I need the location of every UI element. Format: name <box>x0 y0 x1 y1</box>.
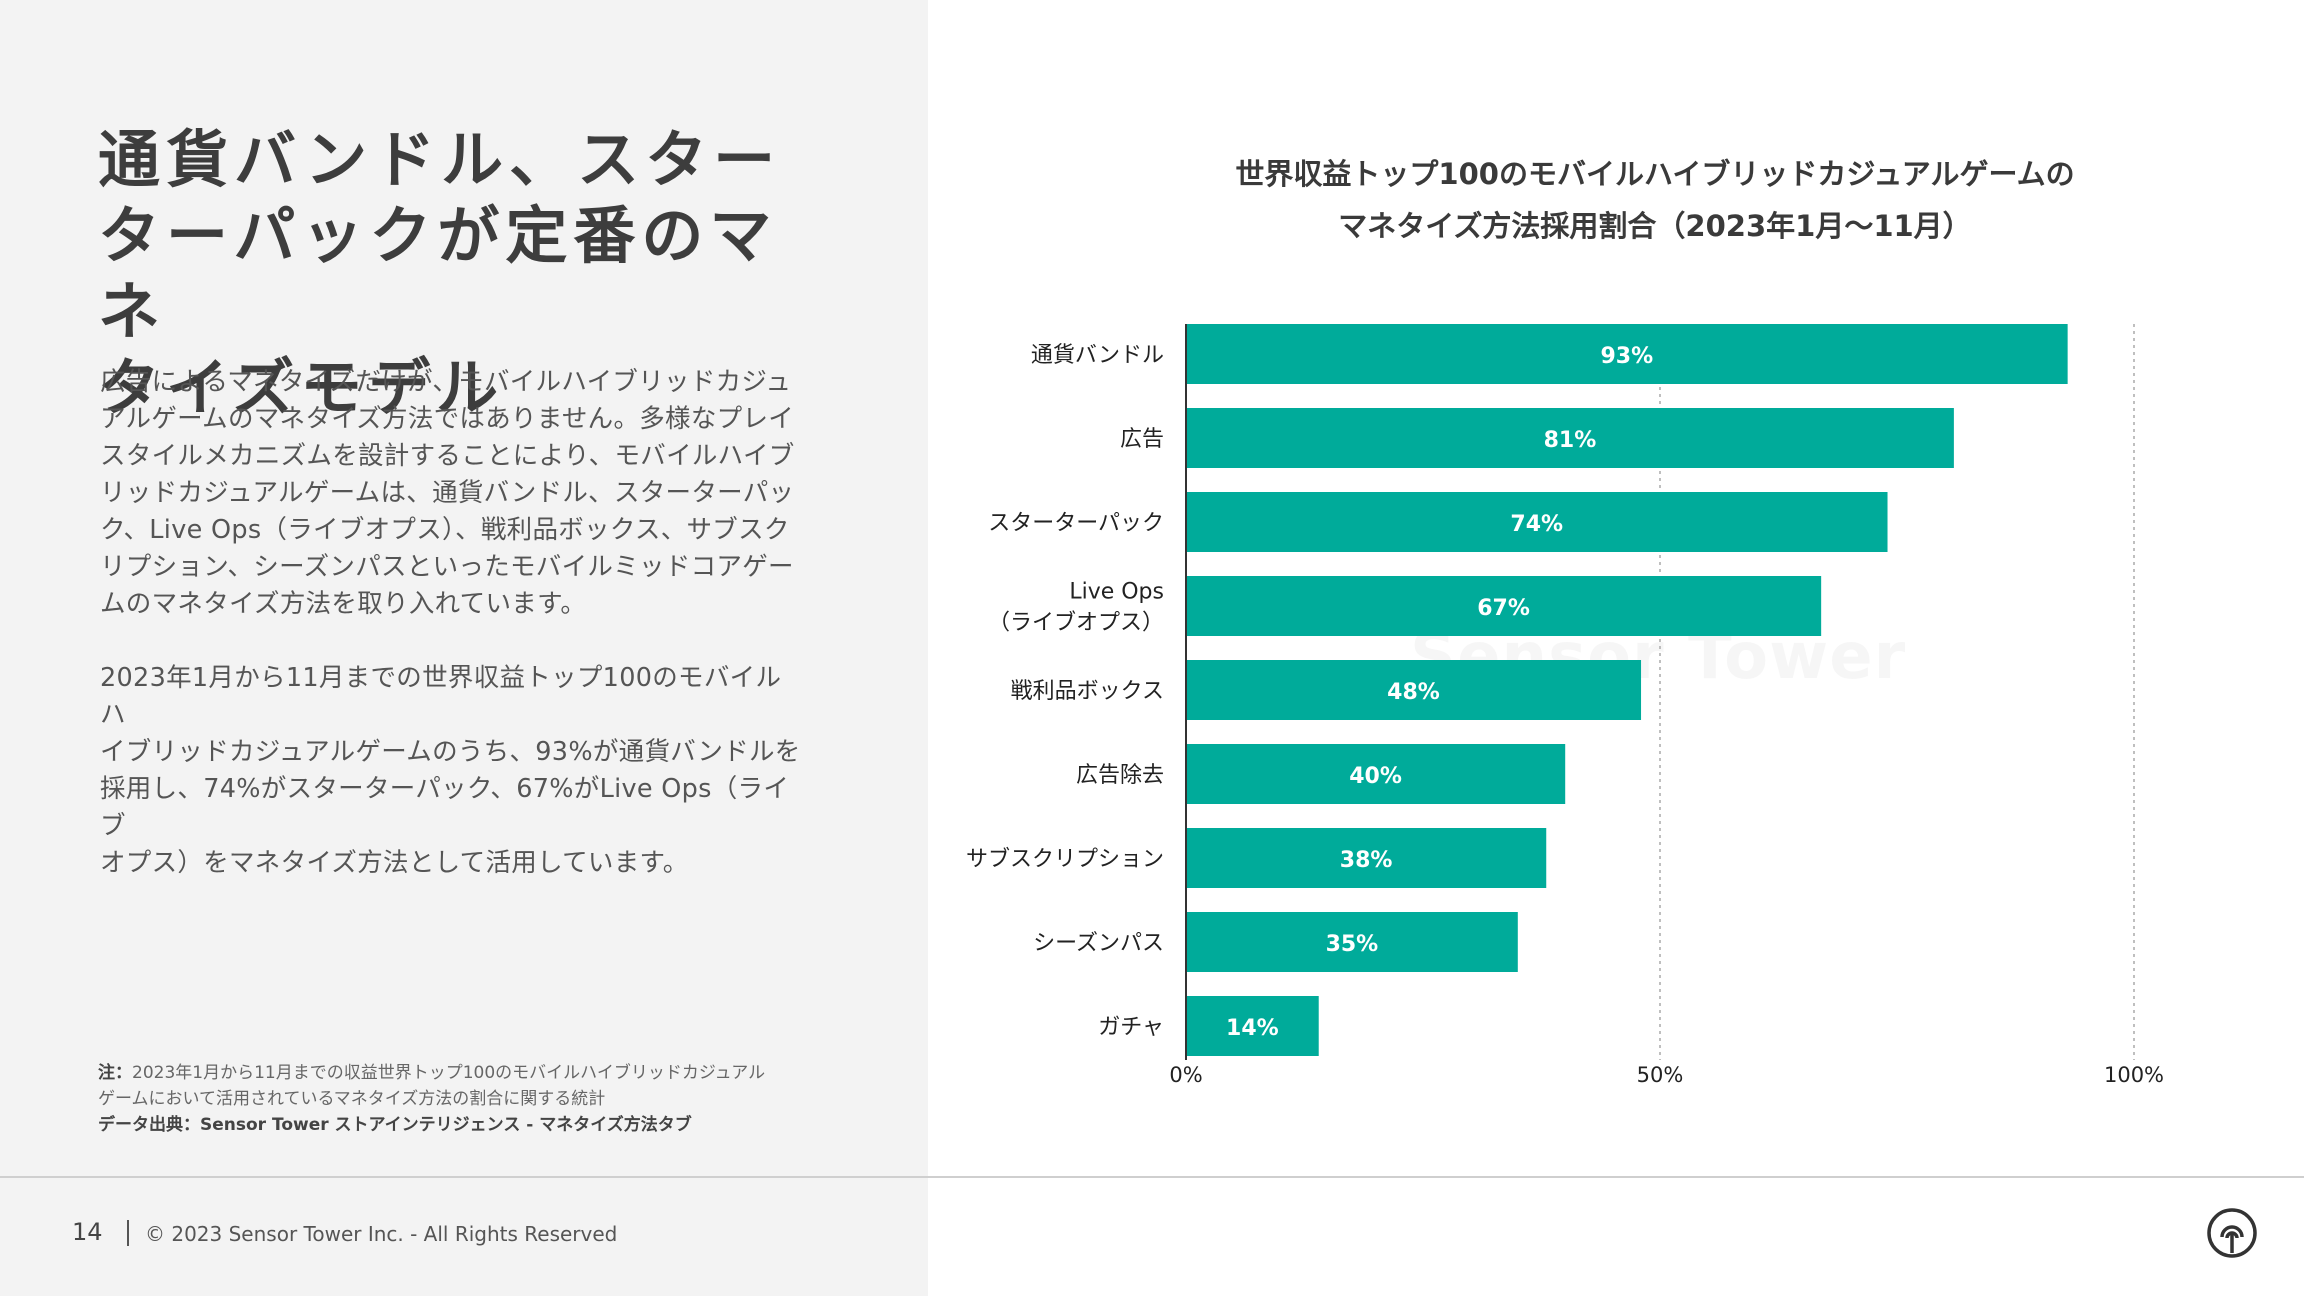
chart-title-line-2: マネタイズ方法採用割合（2023年1月〜11月） <box>1338 209 1972 243</box>
category-label-line: ガチャ <box>1098 1015 1164 1040</box>
category-label: 広告 <box>1120 427 1164 452</box>
footer-separator <box>127 1220 129 1246</box>
note-text: 注：2023年1月から11月までの収益世界トップ100のモバイルハイブリッドカジ… <box>98 1060 818 1086</box>
body-line: スタイルメカニズムを設計することにより、モバイルハイブ <box>100 441 795 471</box>
data-source: データ出典：Sensor Tower ストアインテリジェンス - マネタイズ方法… <box>98 1115 692 1135</box>
bar-value-label: 14% <box>1226 1016 1279 1041</box>
bar <box>1186 408 1954 468</box>
x-tick-label: 50% <box>1637 1063 1684 1087</box>
heading-line-3: タイズモデル <box>98 351 505 424</box>
bar <box>1186 996 1319 1056</box>
bar-value-label: 93% <box>1600 344 1653 369</box>
bar-value-label: 38% <box>1340 848 1393 873</box>
body-line: ムのマネタイズ方法を取り入れています。 <box>100 589 587 619</box>
body-paragraph-1: 広告によるマネタイズだけが、モバイルハイブリッドカジュ アルゲームのマネタイズ方… <box>100 364 805 623</box>
category-label: 戦利品ボックス <box>1011 679 1164 704</box>
note-line-1: 2023年1月から11月までの収益世界トップ100のモバイルハイブリッドカジュア… <box>132 1063 766 1083</box>
body-line: イブリッドカジュアルゲームのうち、93%が通貨バンドルを <box>100 737 801 767</box>
left-panel <box>0 0 928 1296</box>
category-label-line: 通貨バンドル <box>1031 343 1164 368</box>
category-label-line: 広告除去 <box>1076 763 1164 788</box>
body-line: 採用し、74%がスターターパック、67%がLive Ops（ライブ <box>100 774 790 841</box>
bar <box>1186 576 1822 636</box>
category-label-line: Live Ops <box>1069 580 1164 605</box>
bar <box>1186 744 1566 804</box>
category-label: スターターパック <box>988 511 1164 536</box>
bar <box>1186 324 2068 384</box>
bar <box>1186 660 1642 720</box>
x-tick-label: 0% <box>1169 1063 1202 1087</box>
copyright: © 2023 Sensor Tower Inc. - All Rights Re… <box>145 1222 618 1246</box>
category-label-line: 戦利品ボックス <box>1011 679 1164 704</box>
body-paragraph-2: 2023年1月から11月までの世界収益トップ100のモバイルハ イブリッドカジュ… <box>100 660 805 882</box>
note-line-2: ゲームにおいて活用されているマネタイズ方法の割合に関する統計 <box>98 1089 606 1109</box>
category-label-line: シーズンパス <box>1033 931 1164 956</box>
note: 注：2023年1月から11月までの収益世界トップ100のモバイルハイブリッドカジ… <box>98 1060 818 1138</box>
chart-title: 世界収益トップ100のモバイルハイブリッドカジュアルゲームの マネタイズ方法採用… <box>1100 148 2210 252</box>
category-label-line: 広告 <box>1120 427 1164 452</box>
sensor-tower-logo-icon <box>2207 1208 2257 1258</box>
bar <box>1186 492 1888 552</box>
body-line: 広告によるマネタイズだけが、モバイルハイブリッドカジュ <box>100 367 792 397</box>
bar <box>1186 828 1547 888</box>
category-label: 通貨バンドル <box>1031 343 1164 368</box>
body-line: ク、Live Ops（ライブオプス）、戦利品ボックス、サブスク <box>100 515 790 545</box>
category-label-line: スターターパック <box>988 511 1164 536</box>
body-text: 広告によるマネタイズだけが、モバイルハイブリッドカジュ アルゲームのマネタイズ方… <box>100 364 805 919</box>
category-label-line: サブスクリプション <box>966 847 1164 872</box>
bar-value-label: 81% <box>1544 428 1597 453</box>
x-tick-label: 100% <box>2104 1063 2164 1087</box>
category-label: シーズンパス <box>1033 931 1164 956</box>
body-line: リプション、シーズンパスといったモバイルミッドコアゲー <box>100 552 794 582</box>
body-line: アルゲームのマネタイズ方法ではありません。多様なプレイ <box>100 404 795 434</box>
bar-value-label: 40% <box>1349 764 1402 789</box>
bar-value-label: 74% <box>1510 512 1563 537</box>
body-line: オプス）をマネタイズ方法として活用しています。 <box>100 848 689 878</box>
heading-line-1: 通貨バンドル、スター <box>98 123 782 196</box>
bar-value-label: 67% <box>1477 596 1530 621</box>
bar-value-label: 35% <box>1326 932 1379 957</box>
heading-line-2: ターパックが定番のマネ <box>98 199 778 348</box>
bar <box>1186 912 1518 972</box>
category-label: 広告除去 <box>1076 763 1164 788</box>
category-label: Live Ops （ライブオプス） <box>988 580 1164 636</box>
bar-chart: 93% 通貨バンドル 81% 広告 74% スターターパック 67% Live Ops （ライブ… <box>966 324 2164 1087</box>
page-number: 14 <box>72 1218 103 1246</box>
note-label: 注： <box>98 1063 132 1083</box>
page-heading: 通貨バンドル、スター ターパックが定番のマネ タイズモデル <box>98 122 818 426</box>
chart-title-line-1: 世界収益トップ100のモバイルハイブリッドカジュアルゲームの <box>1235 157 2075 191</box>
footer-divider <box>0 1176 2304 1178</box>
category-label-line: （ライブオプス） <box>988 611 1164 636</box>
category-label: サブスクリプション <box>966 847 1164 872</box>
category-label: ガチャ <box>1098 1015 1164 1040</box>
body-line: リッドカジュアルゲームは、通貨バンドル、スターターパッ <box>100 478 795 508</box>
bar-value-label: 48% <box>1387 680 1440 705</box>
body-line: 2023年1月から11月までの世界収益トップ100のモバイルハ <box>100 663 782 730</box>
